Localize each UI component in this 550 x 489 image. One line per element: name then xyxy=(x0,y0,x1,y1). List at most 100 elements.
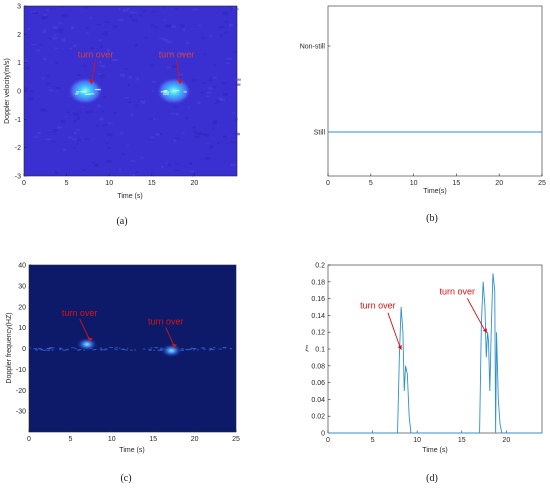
panel-a-noise-speck xyxy=(212,121,218,125)
panel-a-noise-speck xyxy=(229,7,234,10)
panel-c-plot-area xyxy=(28,264,237,433)
panel-c-noise-speck xyxy=(103,349,107,351)
panel-c-ytick-label: 10 xyxy=(18,325,26,332)
panel-a-noise-speck xyxy=(220,82,227,85)
panel-a-noise-speck xyxy=(86,32,89,35)
panel-d-annotation-arrow xyxy=(466,298,487,333)
panel-c-noise-speck xyxy=(222,347,227,349)
panel-c-noise-speck xyxy=(218,348,223,350)
panel-a-noise-speck xyxy=(81,169,86,171)
panel-c-ytick-label: 40 xyxy=(18,263,26,270)
panel-a-noise-speck xyxy=(168,163,171,167)
panel-c-ylabel: Doppler frequency(HZ) xyxy=(6,312,13,383)
panel-a-noise-speck xyxy=(79,52,83,55)
panel-d-annotation-label: turn over xyxy=(360,301,396,311)
panel-a-noise-speck xyxy=(197,24,202,26)
panel-c-energy-blobs xyxy=(75,337,183,358)
panel-c-noise-speck xyxy=(148,349,152,351)
panel-a-noise-speck xyxy=(77,138,81,142)
panel-a-noise-speck xyxy=(120,131,124,135)
panel-c-noise-speck xyxy=(37,347,42,349)
panel-a-noise-speck xyxy=(206,91,212,94)
panel-a-noise-speck xyxy=(213,120,218,123)
panel-a-noise-speck xyxy=(159,38,166,40)
panel-a-noise-speck xyxy=(99,74,105,78)
panel-a-energy-streak xyxy=(80,91,86,93)
panel-c-noise-speck xyxy=(44,349,47,351)
panel-a-noise-speck xyxy=(54,47,59,49)
panel-a-noise-speck xyxy=(151,80,156,83)
panel-a-noise-speck xyxy=(174,8,178,10)
panel-a-noise-speck xyxy=(131,19,138,22)
panel-a-noise-speck xyxy=(103,95,107,98)
panel-d-ytick-label: 0 xyxy=(321,431,325,438)
panel-a-caption: (a) xyxy=(116,216,127,227)
panel-a-noise-speck xyxy=(92,161,95,164)
panel-c-noise-speck xyxy=(121,349,126,351)
panel-a-noise-speck xyxy=(140,156,144,159)
panel-a-noise-speck xyxy=(66,95,70,97)
panel-c-noise-speck xyxy=(148,348,152,350)
panel-c-noise-speck xyxy=(185,349,189,351)
panel-a-xtick-label: 0 xyxy=(22,180,26,187)
panel-a-noise-speck xyxy=(185,116,189,119)
panel-a-noise-speck xyxy=(201,36,205,40)
panel-c-noise-speck xyxy=(126,347,129,349)
panel-a-noise-speck xyxy=(85,111,90,114)
panel-c-energy-blob xyxy=(75,337,98,352)
panel-c-noise-speck xyxy=(208,349,212,351)
panel-c-noise-speck xyxy=(209,348,213,350)
panel-a-noise-speck xyxy=(202,82,207,85)
panel-d-annotation-arrowhead xyxy=(482,328,487,334)
panel-a-noise-speck xyxy=(135,171,139,173)
panel-a-noise-speck xyxy=(194,135,200,139)
panel-a-noise-speck xyxy=(32,12,38,15)
panel-a-noise-speck xyxy=(99,45,103,48)
panel-c-noise-speck xyxy=(211,349,215,351)
panel-a-noise-speck xyxy=(105,140,109,144)
panel-a-noise-speck xyxy=(48,89,54,92)
panel-c-noise-speck xyxy=(35,349,38,351)
panel-a-energy-streak xyxy=(95,88,101,91)
panel-a-noise-speck xyxy=(42,57,47,61)
panel-a-noise-speck xyxy=(135,104,138,107)
panel-a-noise-speck xyxy=(161,165,164,168)
panel-a-noise-speck xyxy=(205,157,211,160)
panel-a-noise-speck xyxy=(208,79,212,81)
panel-a-noise-speck xyxy=(86,27,89,29)
panel-a-noise-speck xyxy=(78,111,82,113)
panel-a-noise-speck xyxy=(159,132,163,135)
panel-a-noise-speck xyxy=(96,23,102,26)
panel-a-noise-speck xyxy=(45,138,51,141)
panel-d-xtick-label: 15 xyxy=(458,437,466,444)
panel-a-noise-speck xyxy=(178,52,185,55)
panel-a-noise-speck xyxy=(107,133,113,136)
panel-a-noise-speck xyxy=(52,36,58,40)
panel-a-noise-speck xyxy=(191,78,197,82)
panel-a-noise-speck xyxy=(49,38,53,40)
panel-a-noise-speck xyxy=(139,14,143,17)
panel-a-noise-speck xyxy=(84,6,89,9)
panel-a-noise-speck xyxy=(103,124,108,127)
panel-a-noise-speck xyxy=(104,21,110,23)
panel-a-noise-speck xyxy=(129,10,134,14)
panel-c-noise-speck xyxy=(62,349,67,351)
panel-d-ytick-label: 0.02 xyxy=(311,414,325,421)
panel-c-noise-speck xyxy=(51,349,54,351)
panel-c-annotation-arrow xyxy=(165,327,175,347)
panel-d-ytick-label: 0.16 xyxy=(311,296,325,303)
panel-b-xtick-label: 25 xyxy=(538,180,546,187)
panel-a-noise-speck xyxy=(192,8,199,11)
panel-a-noise-speck xyxy=(99,60,102,64)
panel-c-xtick-label: 10 xyxy=(108,436,116,443)
panel-a-noise-speck xyxy=(59,31,63,33)
panel-a-noise-speck xyxy=(47,87,51,89)
panel-a-xtick-label: 20 xyxy=(191,180,199,187)
panel-a-noise-speck xyxy=(234,118,238,121)
panel-a-noise-speck xyxy=(74,120,77,123)
panel-a-noise-speck xyxy=(59,6,64,8)
panel-a-noise-speck xyxy=(55,90,59,92)
panel-a-noise-speck xyxy=(232,111,236,114)
panel-a-energy-blob xyxy=(155,77,192,105)
panel-c-xtick-label: 20 xyxy=(191,436,199,443)
